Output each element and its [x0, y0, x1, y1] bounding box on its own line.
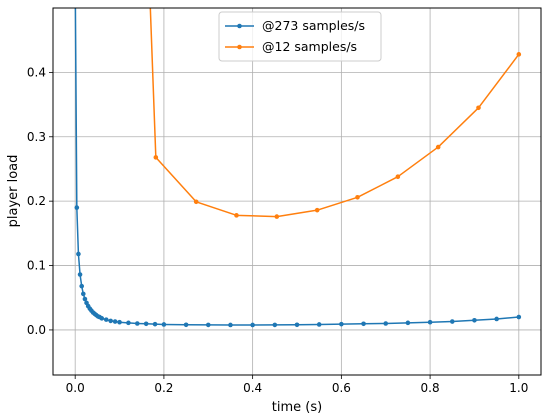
legend: @273 samples/s @12 samples/s — [218, 11, 382, 62]
data-point-0 — [405, 320, 411, 326]
grid — [53, 8, 541, 375]
plot-area — [53, 8, 541, 375]
ticks: 0.0 0.2 0.4 0.6 0.8 1.0 0.0 0.1 0.2 0.3 0.4 — [27, 65, 528, 395]
legend-label-12: @12 samples/s — [262, 39, 357, 54]
data-point-0 — [134, 321, 140, 326]
data-point-1 — [274, 214, 280, 219]
data-point-0 — [494, 316, 499, 322]
data-point-0 — [339, 321, 344, 327]
legend-label-273: @273 samples/s — [262, 18, 365, 33]
data-point-0 — [76, 251, 81, 257]
data-point-0 — [77, 272, 83, 277]
data-point-0 — [81, 291, 86, 297]
data-point-0 — [294, 322, 300, 328]
x-tick-label: 0.2 — [154, 381, 173, 395]
data-point-0 — [103, 317, 109, 322]
x-axis-label: time (s) — [272, 400, 322, 415]
plot-frame — [52, 7, 542, 376]
data-point-0 — [126, 320, 131, 326]
data-point-0 — [99, 316, 105, 321]
data-point-0 — [117, 319, 122, 325]
data-point-1 — [516, 52, 522, 57]
data-point-0 — [427, 319, 433, 325]
data-point-1 — [395, 174, 401, 179]
data-point-0 — [183, 322, 189, 328]
data-point-1 — [193, 199, 199, 205]
y-tick-label: 0.2 — [27, 194, 46, 208]
data-point-1 — [153, 155, 159, 160]
data-point-0 — [228, 322, 233, 328]
data-point-0 — [79, 283, 84, 289]
y-axis-label: player load — [6, 155, 21, 228]
data-point-0 — [316, 322, 322, 327]
data-point-0 — [516, 314, 522, 320]
x-tick-label: 0.6 — [332, 381, 351, 395]
series-layer — [74, 8, 522, 328]
data-point-1 — [435, 144, 441, 150]
legend-frame — [218, 11, 382, 62]
data-point-0 — [449, 319, 455, 324]
y-tick-label: 0.4 — [27, 65, 46, 79]
data-point-0 — [161, 322, 167, 327]
data-point-1 — [476, 105, 481, 111]
data-point-0 — [82, 296, 88, 302]
data-point-0 — [472, 317, 477, 323]
data-point-0 — [112, 319, 118, 324]
x-tick-label: 1.0 — [509, 381, 528, 395]
data-point-1 — [314, 207, 320, 213]
y-tick-label: 0.0 — [27, 323, 46, 337]
data-point-0 — [361, 321, 366, 327]
data-point-0 — [250, 322, 255, 328]
x-tick-label: 0.8 — [421, 381, 440, 395]
y-tick-label: 0.3 — [27, 130, 46, 144]
data-point-0 — [152, 321, 158, 327]
legend-marker-12 — [237, 44, 242, 50]
data-point-0 — [383, 321, 389, 326]
data-point-1 — [355, 194, 360, 200]
data-point-0 — [74, 205, 80, 210]
legend-marker-273 — [237, 23, 242, 29]
data-point-0 — [272, 322, 278, 328]
y-tick-label: 0.1 — [27, 259, 46, 273]
data-point-0 — [108, 318, 113, 324]
data-point-1 — [234, 213, 239, 218]
data-point-0 — [205, 322, 211, 328]
x-tick-label: 0.4 — [243, 381, 262, 395]
data-point-0 — [143, 321, 149, 327]
x-tick-label: 0.0 — [66, 381, 85, 395]
